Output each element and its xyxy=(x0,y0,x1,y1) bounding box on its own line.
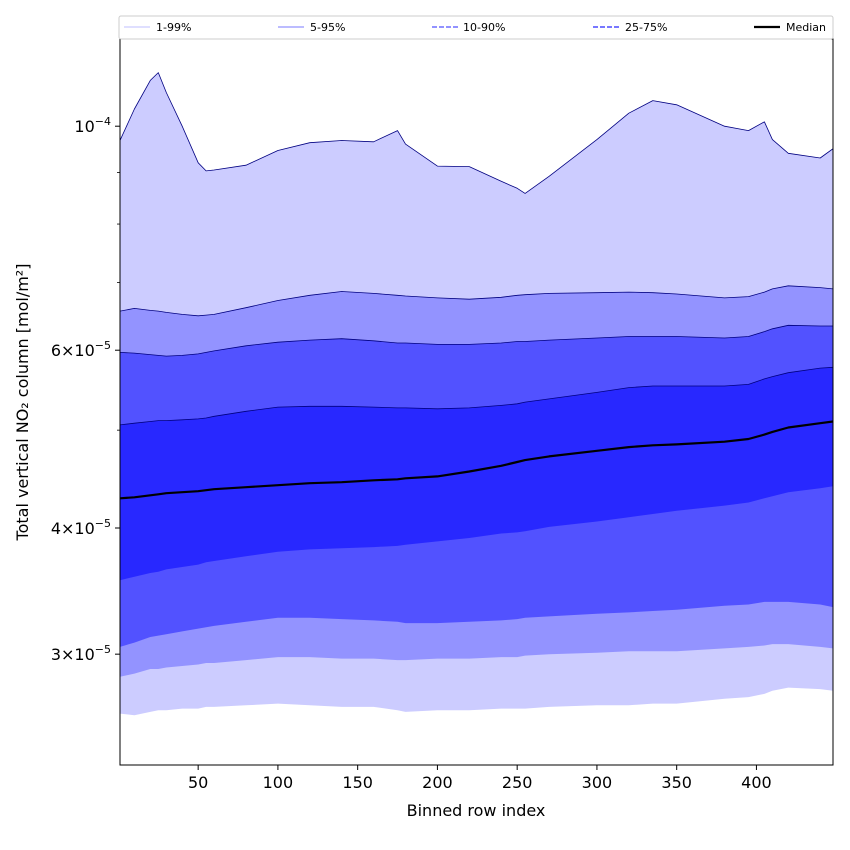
x-tick-label: 350 xyxy=(661,773,692,792)
x-tick-label: 400 xyxy=(741,773,772,792)
percentile-bands xyxy=(120,72,833,716)
y-tick-label: 6×10−5 xyxy=(51,339,111,360)
line-p99 xyxy=(120,72,833,194)
y-tick-label: 10−4 xyxy=(74,115,111,136)
line-p90 xyxy=(120,324,833,357)
legend-label: 1-99% xyxy=(156,21,191,34)
legend-label: 10-90% xyxy=(463,21,505,34)
x-tick-label: 100 xyxy=(263,773,294,792)
percentile-lines xyxy=(120,72,833,500)
x-tick-label: 150 xyxy=(342,773,373,792)
axes: 50 100 150 200 250 300 350 400 3×10−5 4×10−5 6×10−… xyxy=(51,38,834,792)
band-p25-p75 xyxy=(120,367,833,581)
x-tick-label: 250 xyxy=(502,773,533,792)
x-tick-label: 50 xyxy=(188,773,208,792)
legend: 1-99% 5-95% 10-90% 25-75% Median xyxy=(118,15,834,40)
x-tick-label: 200 xyxy=(422,773,453,792)
x-axis-label: Binned row index xyxy=(407,801,546,820)
legend-label: 5-95% xyxy=(310,21,345,34)
line-median xyxy=(120,420,833,500)
legend-box xyxy=(118,15,834,40)
x-tick-label: 300 xyxy=(582,773,613,792)
y-tick-label: 3×10−5 xyxy=(51,643,111,664)
legend-label: 25-75% xyxy=(625,21,667,34)
y-tick-label: 4×10−5 xyxy=(51,517,111,538)
legend-label: Median xyxy=(786,21,826,34)
y-axis-label: Total vertical NO₂ column [mol/m²] xyxy=(13,264,32,542)
line-p75 xyxy=(120,366,833,426)
line-p95 xyxy=(120,285,833,317)
